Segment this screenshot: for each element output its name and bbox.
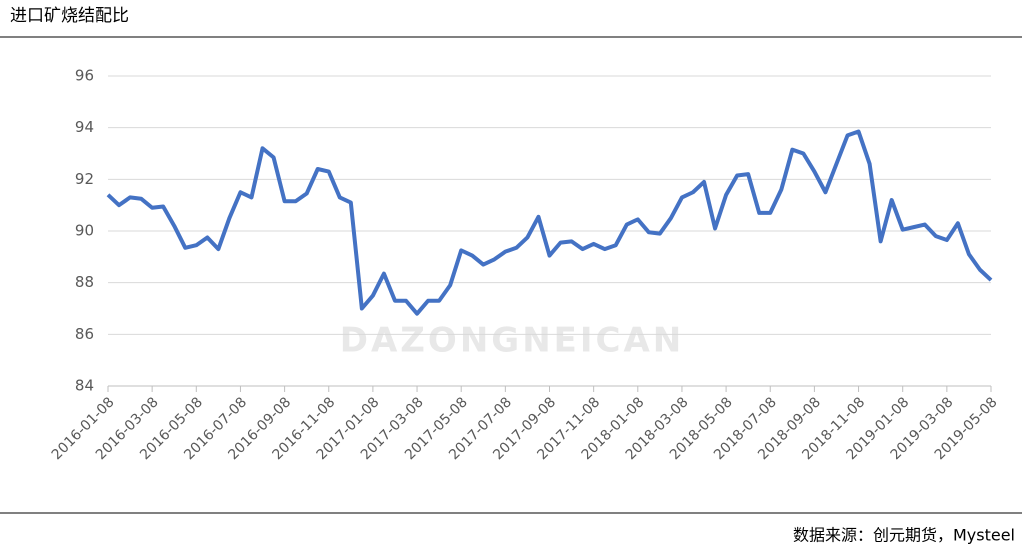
y-tick-label: 88 (75, 273, 94, 291)
watermark: DAZONGNEICAN (340, 321, 685, 361)
y-tick-label: 96 (75, 67, 94, 85)
data-line (106, 129, 993, 316)
y-tick-label: 92 (75, 170, 94, 188)
y-tick-label: 94 (75, 118, 94, 136)
source-note: 数据来源：创元期货，Mysteel (793, 526, 1015, 545)
y-tick-label: 90 (75, 222, 94, 240)
y-tick-label: 86 (75, 325, 94, 343)
y-tick-label: 84 (75, 377, 94, 395)
page-title: 进口矿烧结配比 (10, 6, 129, 26)
